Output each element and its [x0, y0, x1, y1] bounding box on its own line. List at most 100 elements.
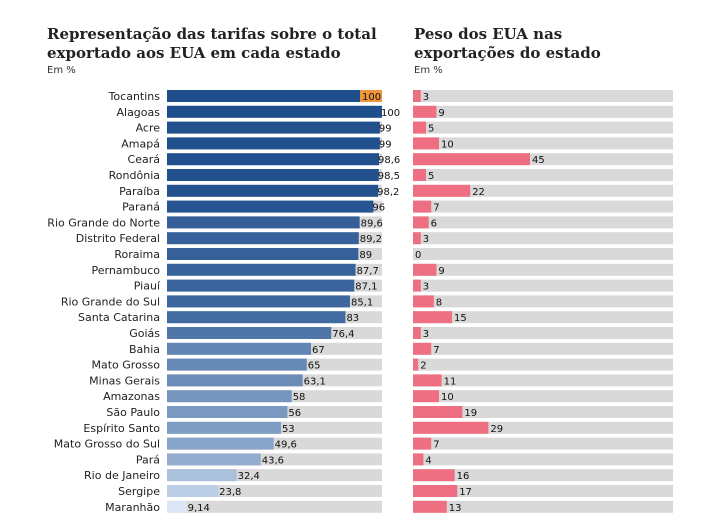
right-value-label: 3: [423, 329, 429, 340]
right-bar-track: [413, 279, 673, 292]
right-chart-unit: Em %: [414, 65, 443, 76]
left-bar: [167, 137, 380, 150]
right-bar: [413, 279, 421, 292]
left-value-label: 98,2: [377, 187, 399, 198]
left-category-label: Amapá: [121, 137, 160, 150]
left-category-label: Pará: [136, 453, 160, 466]
right-bar-track: [413, 453, 673, 466]
right-bar: [413, 90, 421, 102]
left-value-label: 100: [362, 92, 381, 103]
left-category-label: Goiás: [129, 327, 160, 340]
left-category-label: Minas Gerais: [89, 374, 160, 387]
left-value-label: 89,2: [360, 234, 382, 245]
right-bar-track: [413, 311, 673, 324]
right-bar-track: [413, 342, 673, 355]
left-value-label: 98,6: [378, 155, 400, 166]
left-bar-track: [167, 500, 382, 513]
left-category-label: Sergipe: [118, 485, 160, 498]
left-value-label: 89,6: [361, 218, 383, 229]
right-bar-track: [413, 374, 673, 387]
left-value-label: 99: [379, 139, 392, 150]
right-bar-track: [413, 406, 673, 418]
left-category-label: Ceará: [128, 153, 160, 166]
right-bar-track: [413, 105, 673, 118]
right-value-label: 3: [423, 282, 429, 293]
left-bar: [167, 216, 360, 229]
left-bar: [167, 153, 379, 166]
left-category-label: Rio Grande do Norte: [47, 216, 160, 229]
left-value-label: 76,4: [332, 329, 354, 340]
right-bar-track: [413, 90, 673, 102]
left-bar: [167, 500, 187, 513]
right-value-label: 45: [532, 155, 545, 166]
left-bar: [167, 263, 356, 276]
right-bar: [413, 232, 421, 245]
left-bar: [167, 169, 379, 181]
left-category-label: Rio Grande do Sul: [61, 295, 160, 308]
right-value-label: 2: [420, 361, 426, 372]
left-value-label: 63,1: [304, 376, 326, 387]
right-value-label: 7: [433, 345, 439, 356]
right-value-label: 0: [415, 250, 421, 261]
left-bar: [167, 295, 350, 308]
right-bar: [413, 311, 452, 324]
right-value-label: 7: [433, 440, 439, 451]
right-bar-track: [413, 184, 673, 197]
left-value-highlight: [360, 90, 382, 102]
left-value-label: 53: [282, 424, 295, 435]
right-value-label: 15: [454, 313, 467, 324]
right-value-label: 9: [438, 266, 444, 277]
right-value-label: 19: [464, 408, 477, 419]
right-value-label: 4: [425, 455, 431, 466]
left-value-label: 99: [379, 124, 392, 135]
left-bar: [167, 437, 274, 450]
left-bar: [167, 453, 261, 466]
right-bar-track: [413, 358, 673, 371]
right-bar-track: [413, 232, 673, 245]
left-category-label: Acre: [136, 122, 161, 135]
left-category-label: Pernambuco: [92, 264, 161, 277]
left-value-label: 49,6: [275, 440, 297, 451]
right-bar: [413, 342, 432, 355]
right-value-label: 8: [436, 297, 442, 308]
left-chart-unit: Em %: [47, 65, 76, 76]
right-bar: [413, 374, 442, 387]
left-value-label: 96: [372, 203, 385, 214]
left-bar-track: [167, 485, 382, 497]
left-bar: [167, 374, 303, 387]
left-value-label: 56: [288, 408, 301, 419]
left-category-label: Maranhão: [105, 501, 160, 514]
right-value-label: 10: [441, 139, 454, 150]
left-category-label: Amazonas: [103, 390, 160, 403]
left-category-label: São Paulo: [106, 406, 160, 419]
left-bar: [167, 232, 359, 245]
right-bar-track: [413, 469, 673, 482]
right-value-label: 9: [438, 108, 444, 119]
left-bar: [167, 279, 355, 292]
left-category-label: Tocantins: [108, 90, 161, 103]
right-bar-track: [413, 485, 673, 497]
left-bar: [167, 469, 237, 482]
right-bar: [413, 216, 429, 229]
left-value-label: 87,1: [355, 282, 377, 293]
right-bar-track: [413, 500, 673, 513]
right-bar: [413, 200, 432, 213]
left-category-label: Roraima: [114, 248, 160, 261]
right-bar: [413, 184, 471, 197]
right-bar: [413, 137, 439, 150]
left-bar: [167, 311, 346, 324]
left-bar: [167, 121, 380, 134]
right-value-label: 3: [423, 92, 429, 103]
left-value-label: 67: [312, 345, 325, 356]
left-value-label: 87,7: [357, 266, 379, 277]
left-category-label: Rondônia: [109, 169, 160, 182]
left-category-label: Distrito Federal: [76, 232, 160, 245]
right-bar-track: [413, 295, 673, 308]
right-bar-track: [413, 390, 673, 403]
right-value-label: 6: [431, 218, 437, 229]
left-value-label: 32,4: [238, 471, 260, 482]
right-value-label: 16: [457, 471, 470, 482]
left-value-label: 83: [346, 313, 359, 324]
left-chart-title: Representação das tarifas sobre o total …: [47, 25, 377, 62]
